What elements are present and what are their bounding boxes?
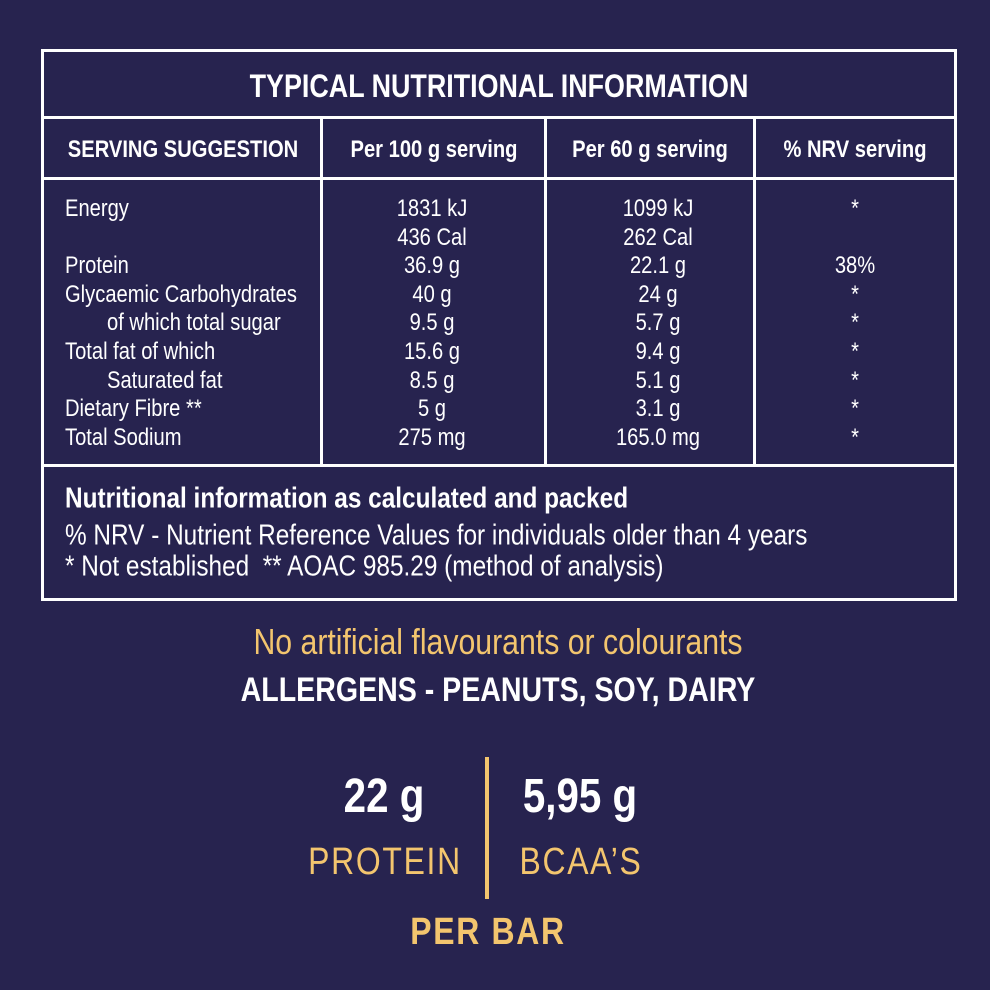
- footnote-heading: Nutritional information as calculated an…: [65, 482, 629, 515]
- cell: 9.4 g: [635, 338, 681, 365]
- rule: [41, 464, 957, 467]
- cell: 38%: [834, 252, 876, 280]
- table-title: TYPICAL NUTRITIONAL INFORMATION: [249, 68, 749, 104]
- rule: [41, 177, 957, 180]
- column-header: SERVING SUGGESTION: [67, 136, 299, 163]
- cell: *: [851, 395, 859, 423]
- row-label: Energy: [65, 195, 129, 222]
- cell: 22.1 g: [629, 252, 687, 280]
- cell: 40 g: [412, 280, 452, 308]
- row-label: Saturated fat: [107, 366, 223, 394]
- cell: 165.0 mg: [615, 423, 701, 451]
- cell: *: [851, 423, 859, 451]
- divider: [485, 757, 489, 899]
- allergens: ALLERGENS - PEANUTS, SOY, DAIRY: [240, 671, 756, 709]
- rule: [320, 116, 323, 466]
- cell: *: [851, 338, 859, 365]
- cell: *: [851, 195, 859, 222]
- cell: 3.1 g: [635, 395, 681, 423]
- rule: [753, 116, 756, 466]
- column-header: % NRV serving: [783, 136, 927, 163]
- cell: 436 Cal: [397, 223, 467, 251]
- cell: 1099 kJ: [622, 195, 694, 222]
- cell: 5 g: [417, 395, 447, 423]
- highlight-amount: 5,95 g: [522, 770, 638, 823]
- rule: [41, 116, 957, 119]
- rule: [544, 116, 547, 466]
- row-label: Total fat of which: [65, 338, 216, 365]
- column-header: Per 60 g serving: [572, 136, 728, 163]
- cell: 5.1 g: [635, 366, 681, 394]
- cell: 262 Cal: [623, 223, 693, 251]
- highlight-label: BCAA’S: [519, 841, 643, 883]
- row-label: of which total sugar: [107, 309, 281, 337]
- cell: *: [851, 280, 859, 308]
- cell: *: [851, 309, 859, 337]
- cell: 9.5 g: [409, 309, 455, 337]
- cell: 8.5 g: [409, 366, 455, 394]
- cell: *: [851, 366, 859, 394]
- row-label: Total Sodium: [65, 423, 182, 451]
- cell: 275 mg: [398, 423, 466, 451]
- per-bar: PER BAR: [410, 911, 566, 953]
- row-label: Glycaemic Carbohydrates: [65, 280, 297, 308]
- cell: 1831 kJ: [396, 195, 468, 222]
- highlight-amount: 22 g: [343, 770, 425, 823]
- cell: 36.9 g: [403, 252, 461, 280]
- cell: 24 g: [638, 280, 678, 308]
- highlight-label: PROTEIN: [308, 841, 462, 883]
- cell: 5.7 g: [635, 309, 681, 337]
- claim: No artificial flavourants or colourants: [253, 621, 743, 662]
- table-border: [41, 49, 957, 601]
- footnote: % NRV - Nutrient Reference Values for in…: [65, 519, 808, 552]
- footnote: * Not established ** AOAC 985.29 (method…: [65, 550, 664, 583]
- row-label: Protein: [65, 252, 129, 280]
- row-label: Dietary Fibre **: [65, 395, 202, 423]
- cell: 15.6 g: [403, 338, 461, 365]
- column-header: Per 100 g serving: [350, 136, 518, 163]
